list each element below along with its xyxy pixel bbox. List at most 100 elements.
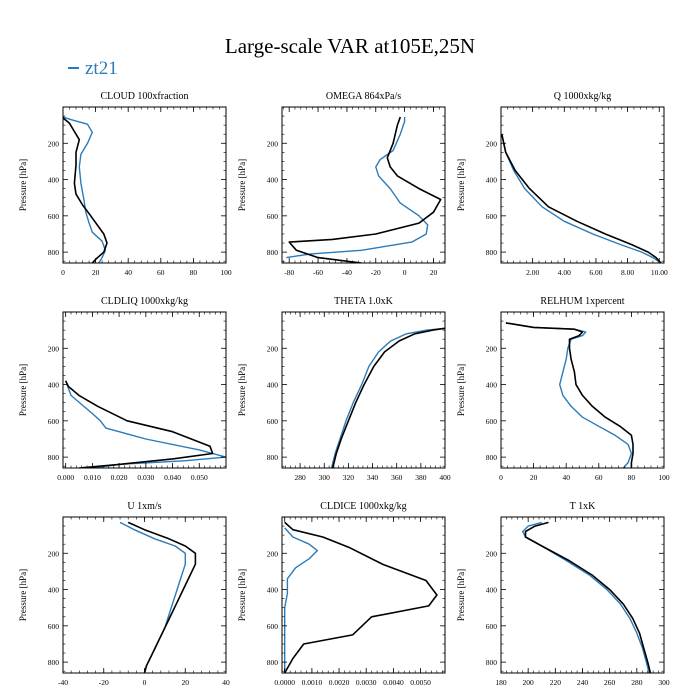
x-tick-label: 200 xyxy=(523,678,535,687)
x-tick-label: 0.000 xyxy=(57,473,74,482)
x-tick-label: 0.0020 xyxy=(329,678,350,687)
x-tick-label: 0 xyxy=(143,678,147,687)
chart-panel-7: U 1xm/s Pressure [hPa] -40 -20 0 20 40 200 400 60… xyxy=(18,501,230,687)
y-tick-label: 800 xyxy=(486,453,498,462)
x-tick-label: -80 xyxy=(284,268,294,277)
series-line-zt21 xyxy=(286,117,429,259)
chart-panel-3: Q 1000xkg/kg Pressure [hPa] 2.00 4.00 6.00 8.… xyxy=(456,91,668,277)
series-line-zt21 xyxy=(505,322,633,468)
y-axis-label: Pressure [hPa] xyxy=(237,569,247,621)
x-tick-label: 0 xyxy=(61,268,65,277)
series-line-zt21 xyxy=(330,327,445,468)
x-tick-label: 240 xyxy=(577,678,589,687)
x-tick-label: 0.0010 xyxy=(302,678,323,687)
x-tick-label: -20 xyxy=(371,268,381,277)
x-tick-label: 340 xyxy=(367,473,379,482)
x-tick-label: 2.00 xyxy=(526,268,539,277)
x-tick-label: 10.00 xyxy=(651,268,668,277)
y-tick-label: 400 xyxy=(267,176,279,185)
series-line-zt21 xyxy=(65,380,226,468)
panel-title: U 1xm/s xyxy=(127,501,161,512)
x-tick-label: 400 xyxy=(439,473,451,482)
x-tick-label: 80 xyxy=(628,473,636,482)
y-tick-label: 400 xyxy=(48,176,60,185)
plot-frame xyxy=(281,106,446,264)
x-tick-label: -40 xyxy=(58,678,68,687)
x-tick-label: 60 xyxy=(157,268,165,277)
x-tick-label: 20 xyxy=(430,268,438,277)
chart-panel-1: CLOUD 100xfraction Pressure [hPa] 0 20 40 60 8… xyxy=(18,91,232,277)
x-tick-label: 0.030 xyxy=(137,473,154,482)
plot-frame xyxy=(281,311,446,469)
y-tick-label: 600 xyxy=(267,212,279,221)
y-tick-label: 800 xyxy=(267,658,279,667)
x-tick-label: 0 xyxy=(403,268,407,277)
y-tick-label: 200 xyxy=(486,549,498,558)
x-tick-label: 280 xyxy=(294,473,306,482)
y-axis-label: Pressure [hPa] xyxy=(18,159,28,211)
y-axis-label: Pressure [hPa] xyxy=(18,364,28,416)
series-line-zt21 xyxy=(501,134,662,263)
panel-title: RELHUM 1xpercent xyxy=(540,296,624,307)
x-tick-label: 40 xyxy=(222,678,230,687)
panel-title: OMEGA 864xPa/s xyxy=(326,91,401,102)
chart-panel-8: CLDICE 1000xkg/kg Pressure [hPa] 0.0000 0.0… xyxy=(237,501,446,687)
x-tick-label: -60 xyxy=(313,268,323,277)
x-tick-label: 220 xyxy=(550,678,562,687)
x-tick-label: 0.040 xyxy=(164,473,181,482)
x-tick-label: 100 xyxy=(658,473,670,482)
series-line-zt21 xyxy=(63,116,107,263)
plot-frame xyxy=(281,516,446,674)
x-tick-label: 40 xyxy=(562,473,570,482)
panel-title: CLDICE 1000xkg/kg xyxy=(320,501,406,512)
y-tick-label: 600 xyxy=(486,212,498,221)
plot-frame xyxy=(500,311,665,469)
y-axis-label: Pressure [hPa] xyxy=(237,159,247,211)
series-line-black xyxy=(284,521,438,673)
y-axis-label: Pressure [hPa] xyxy=(456,569,466,621)
panel-title: T 1xK xyxy=(570,501,596,512)
x-tick-label: 0 xyxy=(499,473,503,482)
x-tick-label: 360 xyxy=(391,473,403,482)
chart-panel-2: OMEGA 864xPa/s Pressure [hPa] -80 -60 -40 -20… xyxy=(237,91,446,277)
series-line-black xyxy=(331,327,445,468)
y-tick-label: 600 xyxy=(486,622,498,631)
x-tick-label: 0.0040 xyxy=(383,678,404,687)
y-tick-label: 200 xyxy=(48,139,60,148)
y-tick-label: 800 xyxy=(48,453,60,462)
plot-frame xyxy=(500,516,665,674)
y-tick-label: 200 xyxy=(48,549,60,558)
y-tick-label: 600 xyxy=(48,212,60,221)
x-tick-label: 4.00 xyxy=(558,268,571,277)
series-line-black xyxy=(64,380,214,468)
x-tick-label: 20 xyxy=(530,473,538,482)
y-axis-label: Pressure [hPa] xyxy=(18,569,28,621)
y-tick-label: 600 xyxy=(267,622,279,631)
plot-frame xyxy=(62,516,227,674)
legend-label-zt21: zt21 xyxy=(85,58,118,79)
y-tick-label: 200 xyxy=(267,344,279,353)
series-line-black xyxy=(501,134,662,263)
x-tick-label: 300 xyxy=(319,473,331,482)
series-line-black xyxy=(63,117,108,263)
y-tick-label: 800 xyxy=(48,248,60,257)
plot-frame xyxy=(62,311,227,469)
y-tick-label: 800 xyxy=(48,658,60,667)
x-tick-label: 40 xyxy=(124,268,132,277)
series-line-zt21 xyxy=(522,521,650,673)
series-line-zt21 xyxy=(284,527,318,673)
x-tick-label: 20 xyxy=(92,268,100,277)
x-tick-label: 280 xyxy=(631,678,643,687)
y-tick-label: 200 xyxy=(486,139,498,148)
y-tick-label: 200 xyxy=(486,344,498,353)
x-tick-label: 0.0030 xyxy=(356,678,377,687)
chart-panel-4: CLDLIQ 1000xkg/kg Pressure [hPa] 0.000 0.01… xyxy=(18,296,227,482)
chart-panel-9: T 1xK Pressure [hPa] 180 200 220 240 260 280 300… xyxy=(456,501,670,687)
panel-title: CLOUD 100xfraction xyxy=(100,91,188,102)
y-axis-label: Pressure [hPa] xyxy=(456,364,466,416)
y-tick-label: 800 xyxy=(267,453,279,462)
y-tick-label: 400 xyxy=(48,381,60,390)
chart-panel-6: RELHUM 1xpercent Pressure [hPa] 0 20 40 60 80 1… xyxy=(456,296,670,482)
x-tick-label: 100 xyxy=(220,268,232,277)
